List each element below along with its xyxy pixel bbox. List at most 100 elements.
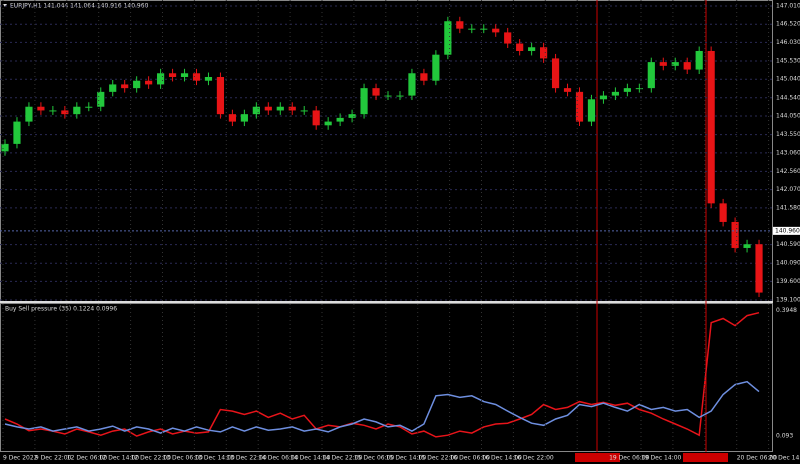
candle-body	[456, 21, 464, 29]
candle-body	[145, 80, 153, 85]
indicator-line	[4, 311, 760, 438]
x-tick-label: 14 Dec 06:00	[258, 455, 299, 462]
candle-body	[623, 88, 631, 92]
candle-body	[480, 28, 488, 30]
chart-title: EURJPY,H1 141.044 141.064 140.916 140.96…	[10, 3, 149, 10]
candle-body	[73, 106, 81, 115]
candle-body	[49, 110, 57, 112]
candle-body	[755, 244, 763, 293]
candle-body	[731, 221, 739, 248]
candle-body	[408, 73, 416, 96]
candle-body	[204, 76, 213, 81]
candle-body	[647, 62, 655, 89]
candle-body	[444, 21, 452, 55]
x-tick-label: 16 Dec 22:00	[513, 455, 554, 462]
x-tick-label: 15 Dec 14:00	[386, 455, 427, 462]
candle-body	[504, 32, 512, 44]
candle-body	[683, 62, 691, 70]
candle-body	[528, 47, 536, 51]
candle-body	[575, 91, 584, 122]
y-tick-label: 143.550	[776, 131, 800, 138]
candle-body	[671, 62, 679, 66]
candle-body	[468, 28, 476, 30]
candle-body	[109, 84, 117, 92]
y-tick-label: 141.580	[776, 204, 800, 211]
candle-body	[61, 110, 69, 115]
candle-body	[396, 95, 404, 97]
candle-body	[611, 91, 619, 96]
indicator-title: Buy Sell pressure (35) 0.1224 0.0996	[5, 306, 117, 313]
x-tick-label: 13 Dec 14:00	[194, 455, 235, 462]
x-tick-label: 16 Dec 14:00	[482, 455, 523, 462]
candle-body	[157, 73, 165, 85]
indicator-pane	[0, 303, 773, 452]
y-tick-label: 140.590	[776, 241, 800, 248]
last-price-label: 140.960	[775, 227, 800, 234]
candle-body	[37, 106, 45, 111]
y-tick-label: 140.090	[776, 260, 800, 267]
candle-body	[25, 106, 33, 122]
candle-body	[563, 88, 572, 92]
candle-body	[540, 47, 548, 59]
candle-body	[659, 62, 667, 66]
x-tick-label: 15 Dec 06:00	[354, 455, 395, 462]
x-tick-label: 13 Dec 06:00	[163, 455, 204, 462]
x-tick-label: 19 Dec 14:00	[641, 455, 682, 462]
candle-body	[336, 117, 344, 122]
candle-body	[432, 54, 440, 81]
candle-body	[192, 73, 201, 81]
y-tick-label: 145.530	[776, 58, 800, 65]
highlight-label	[683, 453, 728, 462]
candle-body	[372, 88, 380, 96]
candle-body	[288, 106, 296, 111]
y-tick-label: 142.560	[776, 168, 800, 175]
y-tick-label: 144.540	[776, 94, 800, 101]
candle-body	[240, 114, 248, 122]
candle-body	[312, 110, 320, 126]
main-pane	[0, 0, 773, 302]
candle-body	[85, 106, 93, 108]
candle-body	[276, 106, 284, 111]
candle-body	[1, 143, 9, 152]
candle-body	[324, 121, 332, 126]
candle-body	[133, 80, 141, 89]
candle-body	[743, 244, 751, 248]
candle-body	[384, 95, 392, 97]
x-tick-label: 12 Dec 22:00	[131, 455, 172, 462]
candle-body	[492, 28, 500, 33]
y-tick-label: 142.070	[776, 186, 800, 193]
candle-body	[551, 58, 560, 89]
x-tick-label: 9 Dec 22:00	[35, 455, 72, 462]
y-tick-label: 0.3948	[776, 307, 797, 314]
x-tick-label: 12 Dec 06:00	[67, 455, 108, 462]
y-tick-label: 0.093	[776, 433, 793, 440]
candle-body	[360, 88, 368, 115]
x-tick-label: 15 Dec 22:00	[418, 455, 459, 462]
y-tick-label: 143.060	[776, 149, 800, 156]
candle-body	[216, 76, 225, 115]
candle-body	[97, 91, 105, 107]
candle-body	[599, 95, 608, 100]
x-tick-label: 9 Dec 2022	[3, 455, 38, 462]
candle-body	[252, 106, 260, 115]
y-tick-label: 146.520	[776, 21, 800, 28]
candle-body	[168, 73, 177, 77]
candle-body	[516, 43, 524, 51]
candle-body	[300, 110, 308, 112]
x-tick-label: 16 Dec 06:00	[450, 455, 491, 462]
y-tick-label: 139.600	[776, 278, 800, 285]
candle-body	[719, 203, 727, 222]
y-tick-label: 139.100	[776, 297, 800, 304]
y-tick-label: 146.030	[776, 39, 800, 46]
x-tick-label: 20 Dec 14:00	[769, 455, 800, 462]
candle-body	[635, 88, 643, 90]
y-tick-label: 144.050	[776, 113, 800, 120]
x-tick-label: 20 Dec 06:00	[737, 455, 778, 462]
candle-body	[264, 106, 272, 111]
candle-body	[228, 114, 236, 122]
x-tick-label: 12 Dec 14:00	[99, 455, 140, 462]
candle-body	[420, 73, 428, 81]
x-tick-label: 19 Dec 06:00	[609, 455, 650, 462]
candle-body	[13, 121, 21, 144]
